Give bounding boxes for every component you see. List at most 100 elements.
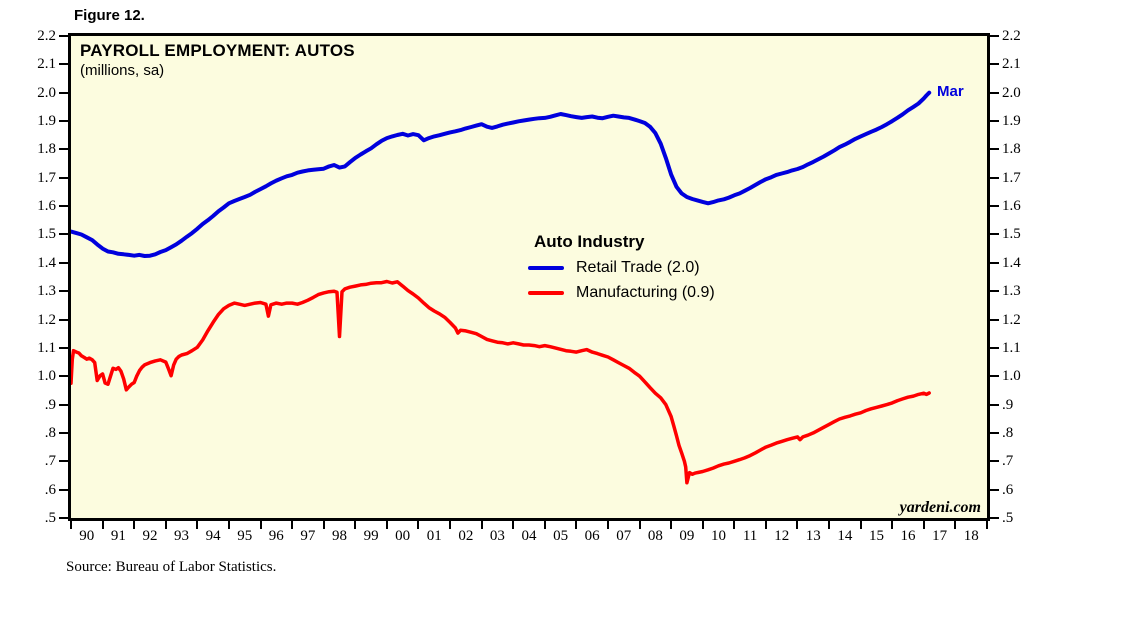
legend-title: Auto Industry: [534, 232, 645, 251]
x-tick: [164, 521, 167, 529]
x-axis-label: 11: [742, 528, 758, 544]
x-axis-label: 92: [142, 528, 158, 544]
y-axis-label-right: .5: [1002, 510, 1014, 526]
y-tick-right: [990, 91, 999, 94]
x-tick: [354, 521, 357, 529]
x-tick: [764, 521, 767, 529]
x-axis-label: 97: [300, 528, 316, 544]
y-axis-label-right: 1.7: [1002, 169, 1021, 186]
y-axis-label-left: .9: [44, 396, 56, 413]
x-tick: [606, 521, 609, 529]
y-axis-label-left: .7: [44, 453, 56, 470]
y-axis-label-right: 2.0: [1002, 84, 1021, 101]
y-tick-left: [59, 290, 68, 293]
chart-title: PAYROLL EMPLOYMENT: AUTOS: [80, 41, 355, 60]
x-tick: [101, 521, 104, 529]
y-axis-label-left: 1.5: [37, 226, 56, 243]
y-axis-label-right: 1.3: [1002, 283, 1021, 300]
y-tick-left: [59, 318, 68, 321]
x-axis-label: 09: [679, 528, 695, 544]
x-axis-label: 17: [932, 528, 948, 544]
y-axis-label-left: 1.4: [37, 254, 56, 271]
x-tick: [922, 521, 925, 529]
y-tick-right: [990, 233, 999, 236]
y-axis-label-left: 2.2: [37, 28, 56, 44]
y-axis-label-right: 1.8: [1002, 141, 1021, 158]
x-tick: [954, 521, 957, 529]
y-tick-left: [59, 346, 68, 349]
x-axis-label: 15: [868, 528, 884, 544]
y-tick-right: [990, 460, 999, 463]
y-tick-left: [59, 375, 68, 378]
legend-item-retail-trade: Retail Trade (2.0): [528, 259, 715, 277]
y-axis-label-left: 1.2: [37, 311, 56, 328]
y-axis-label-right: 1.4: [1002, 254, 1021, 271]
y-axis-label-left: 1.3: [37, 283, 56, 300]
y-tick-right: [990, 35, 999, 37]
y-tick-left: [59, 460, 68, 463]
x-axis-label: 98: [331, 528, 347, 544]
y-tick-right: [990, 346, 999, 349]
manufacturing-line-swatch: [528, 291, 564, 295]
y-tick-right: [990, 375, 999, 378]
y-tick-left: [59, 63, 68, 66]
x-axis-label: 13: [805, 528, 821, 544]
plot-area: PAYROLL EMPLOYMENT: AUTOS (millions, sa)…: [68, 33, 990, 521]
y-tick-right: [990, 120, 999, 123]
x-axis-label: 90: [79, 528, 95, 544]
y-axis-label-left: 1.0: [37, 368, 56, 385]
y-axis-label-right: .8: [1002, 424, 1014, 441]
x-tick: [575, 521, 578, 529]
legend-label-retail-trade: Retail Trade (2.0): [576, 259, 700, 276]
x-axis-label: 00: [395, 528, 411, 544]
x-axis-label: 03: [489, 528, 505, 544]
y-tick-right: [990, 176, 999, 179]
x-axis-label: 95: [237, 528, 253, 544]
y-tick-right: [990, 63, 999, 66]
x-tick: [385, 521, 388, 529]
x-tick: [196, 521, 199, 529]
y-tick-right: [990, 403, 999, 406]
y-tick-left: [59, 176, 68, 179]
legend-item-manufacturing: Manufacturing (0.9): [528, 284, 715, 302]
chart-subtitle: (millions, sa): [80, 62, 165, 79]
x-tick: [828, 521, 831, 529]
x-axis-label: 10: [711, 528, 727, 544]
x-axis-label: 93: [174, 528, 190, 544]
y-tick-right: [990, 517, 999, 519]
y-axis-label-left: .8: [44, 424, 56, 441]
legend-label-manufacturing: Manufacturing (0.9): [576, 284, 715, 301]
y-tick-right: [990, 290, 999, 293]
x-axis-label: 91: [110, 528, 126, 544]
y-axis-label-right: 2.2: [1002, 28, 1021, 44]
y-tick-left: [59, 148, 68, 151]
x-tick: [543, 521, 546, 529]
series-line-manufacturing: [71, 279, 931, 485]
y-axis-label-right: 1.6: [1002, 198, 1021, 215]
y-axis-label-right: 2.1: [1002, 56, 1021, 73]
y-axis-label-left: 1.9: [37, 113, 56, 130]
legend: Auto Industry Retail Trade (2.0) Manufac…: [528, 232, 715, 302]
y-tick-left: [59, 488, 68, 491]
x-tick: [986, 521, 988, 529]
retail-trade-line-swatch: [528, 266, 564, 270]
x-tick: [670, 521, 673, 529]
x-tick: [227, 521, 230, 529]
source-note: Source: Bureau of Labor Statistics.: [66, 559, 277, 575]
x-axis-label: 18: [963, 528, 979, 544]
x-tick: [449, 521, 452, 529]
y-axis-label-left: .5: [44, 510, 56, 526]
y-axis-label-left: 2.1: [37, 56, 56, 73]
y-axis-label-left: 1.6: [37, 198, 56, 215]
x-axis-label: 01: [426, 528, 442, 544]
y-tick-left: [59, 35, 68, 37]
y-tick-right: [990, 431, 999, 434]
y-axis-label-left: 1.1: [37, 339, 56, 356]
x-tick: [638, 521, 641, 529]
y-tick-right: [990, 261, 999, 264]
y-axis-label-right: 1.5: [1002, 226, 1021, 243]
y-axis-label-left: .6: [44, 481, 56, 498]
x-axis-label: 07: [616, 528, 632, 544]
x-axis-label: 08: [647, 528, 663, 544]
